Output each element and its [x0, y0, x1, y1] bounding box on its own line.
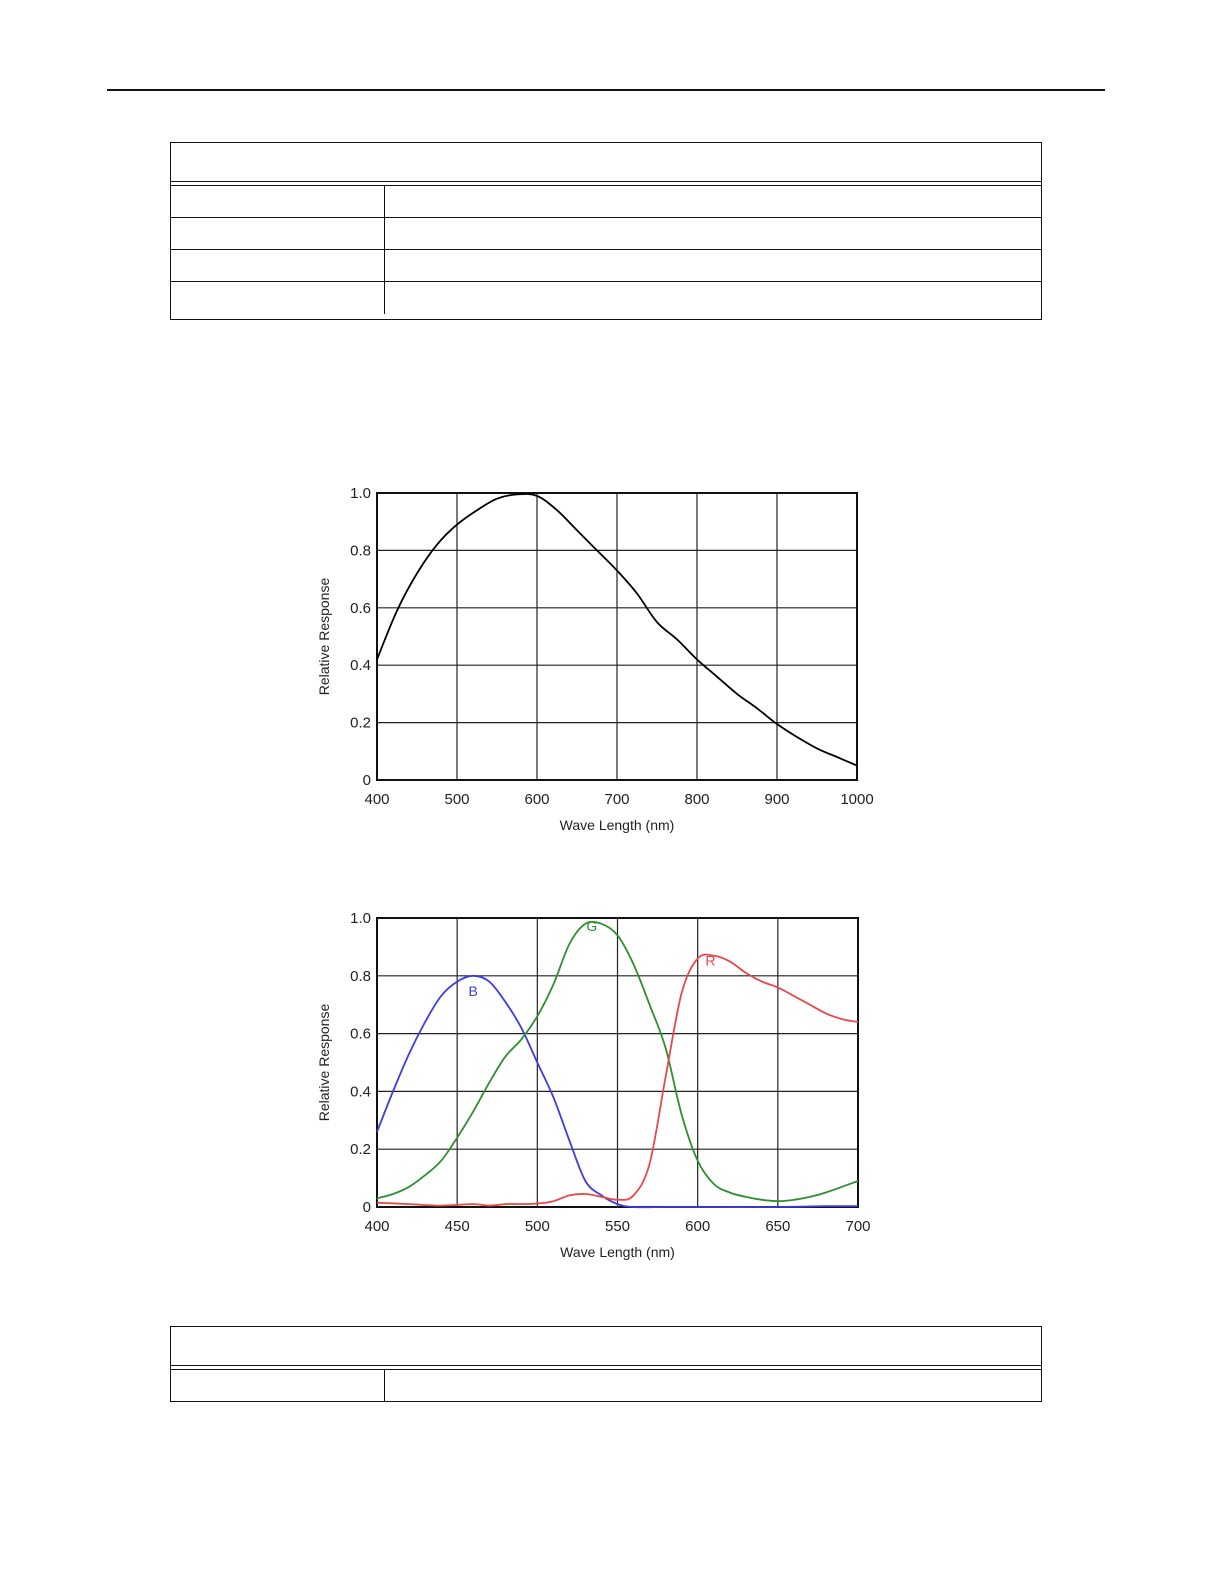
x-tick-label: 800: [684, 791, 709, 808]
x-tick-label: 600: [524, 791, 549, 808]
spec-table-top-header: [171, 143, 1041, 182]
table-cell-label: [171, 282, 385, 314]
spec-table-bottom-header: [171, 1327, 1041, 1366]
y-tick-label: 0.6: [350, 600, 371, 617]
y-tick-label: 0.4: [350, 657, 371, 674]
y-tick-label: 0: [363, 1199, 371, 1216]
table-cell-label: [171, 186, 385, 217]
x-axis-label: Wave Length (nm): [560, 817, 675, 833]
x-tick-label: 550: [605, 1218, 630, 1235]
x-tick-label: 450: [445, 1218, 470, 1235]
spec-table-top: [170, 142, 1042, 320]
x-tick-label: 700: [845, 1218, 870, 1235]
series-line-b: [376, 974, 859, 1209]
y-tick-label: 0.6: [350, 1026, 371, 1043]
x-tick-label: 650: [765, 1218, 790, 1235]
y-axis-label: Relative Response: [316, 1004, 332, 1122]
x-axis-label: Wave Length (nm): [560, 1244, 675, 1260]
table-row: [171, 1370, 1041, 1402]
table-row: [171, 186, 1041, 218]
series-label-b: B: [469, 983, 478, 999]
table-row: [171, 250, 1041, 282]
y-tick-label: 0.2: [350, 715, 371, 732]
x-tick-label: 400: [364, 791, 389, 808]
series-line-g: [376, 920, 859, 1203]
x-tick-label: 500: [525, 1218, 550, 1235]
x-tick-label: 500: [444, 791, 469, 808]
series-line: [376, 493, 858, 767]
x-tick-label: 700: [604, 791, 629, 808]
color-spectral-response-chart: 400 450 500 550 600 650 700 0 0.2 0.4 0.6 0.8 1.0 Wav…: [316, 910, 871, 1260]
monochrome-spectral-response-chart: 400 500 600 700 800 900 1000 0 0.2 0.4 0.6 0.8 1.0 Wa…: [316, 485, 874, 833]
series-line-r: [376, 953, 859, 1207]
plot-frame: [376, 492, 858, 781]
y-tick-label: 0.8: [350, 542, 371, 559]
x-tick-label: 900: [764, 791, 789, 808]
table-row: [171, 218, 1041, 250]
spec-table-bottom: [170, 1326, 1042, 1402]
table-cell-label: [171, 218, 385, 249]
y-tick-label: 1.0: [350, 485, 371, 502]
y-tick-label: 0.2: [350, 1141, 371, 1158]
table-cell-label: [171, 250, 385, 281]
x-tick-label: 600: [685, 1218, 710, 1235]
table-cell-value: [385, 1370, 1041, 1402]
y-tick-label: 1.0: [350, 910, 371, 927]
table-row: [171, 282, 1041, 314]
y-axis-label: Relative Response: [316, 578, 332, 696]
table-cell-label: [171, 1370, 385, 1402]
y-tick-label: 0.8: [350, 968, 371, 985]
x-tick-label: 1000: [840, 791, 873, 808]
y-tick-label: 0: [363, 772, 371, 789]
series-label-r: R: [705, 953, 715, 969]
spec-table-top-header-divider: [171, 182, 1041, 186]
plot-frame: [376, 917, 859, 1208]
x-tick-label: 400: [364, 1218, 389, 1235]
spec-table-bottom-header-divider: [171, 1366, 1041, 1370]
y-tick-label: 0.4: [350, 1083, 371, 1100]
series-label-g: G: [586, 918, 597, 934]
top-horizontal-rule: [107, 89, 1105, 91]
